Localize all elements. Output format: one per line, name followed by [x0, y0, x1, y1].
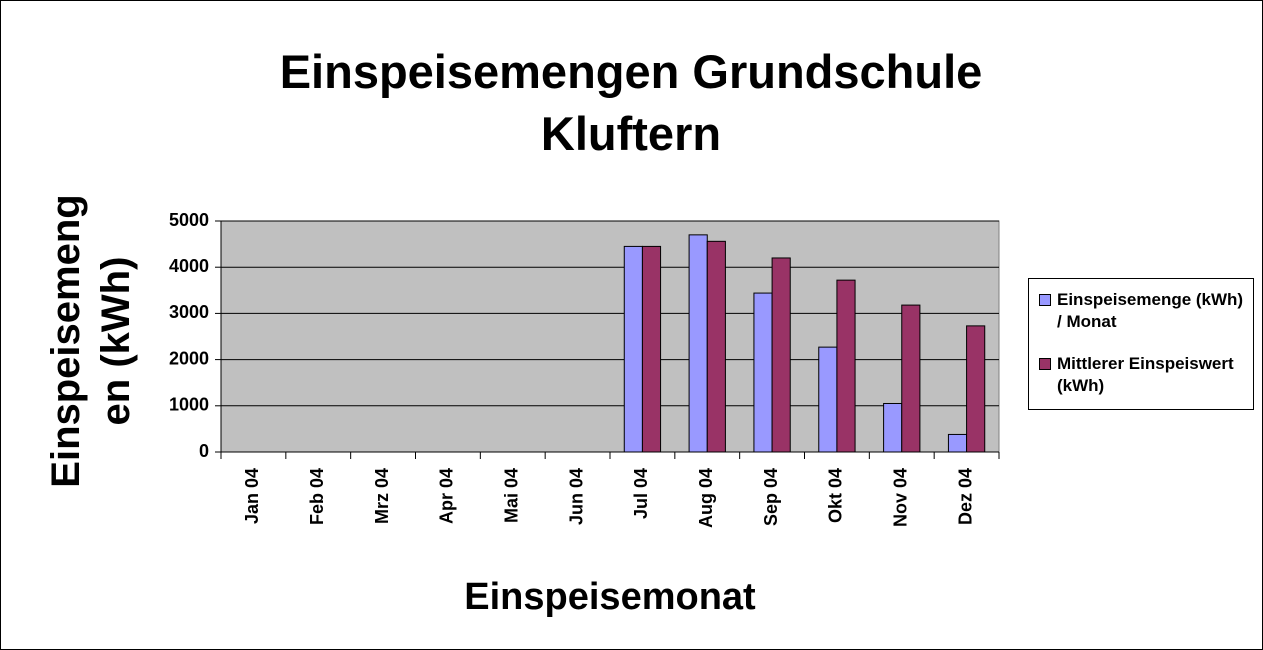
chart-title: Einspeisemengen Grundschule Kluftern	[279, 45, 983, 160]
x-tick-label: Mrz 04	[372, 468, 392, 524]
y-axis-label: Einspeisemengen (kWh)	[44, 194, 138, 488]
bar	[753, 292, 773, 453]
bar	[688, 234, 708, 453]
bar	[706, 240, 726, 453]
bar	[901, 304, 921, 453]
y-tick-label: 5000	[169, 210, 209, 230]
bar	[818, 346, 838, 453]
legend: Einspeisemenge (kWh) / Monat Mittlerer Ei…	[1028, 278, 1254, 410]
x-tick-label: Okt 04	[826, 468, 846, 523]
bar	[947, 433, 968, 453]
bar	[883, 402, 903, 453]
y-tick-label: 3000	[169, 302, 209, 322]
legend-label: Einspeisemenge (kWh) / Monat	[1057, 290, 1244, 331]
x-tick-label: Dez 04	[955, 468, 975, 525]
legend-entry: Einspeisemenge (kWh) / Monat	[1039, 289, 1249, 333]
x-tick-label: Jan 04	[242, 468, 262, 524]
bar	[966, 325, 986, 453]
x-tick-label: Feb 04	[307, 468, 327, 525]
legend-swatch	[1039, 294, 1051, 306]
legend-entry: Mittlerer Einspeiswert (kWh)	[1039, 353, 1249, 397]
y-tick-label: 2000	[169, 348, 209, 368]
x-tick-label: Apr 04	[437, 468, 457, 524]
x-tick-label: Nov 04	[891, 468, 911, 527]
y-tick-label: 4000	[169, 256, 209, 276]
legend-swatch	[1039, 358, 1051, 370]
y-tick-label: 1000	[169, 395, 209, 415]
x-tick-label: Sep 04	[761, 468, 781, 526]
bar	[641, 245, 662, 453]
x-tick-label: Mai 04	[502, 468, 522, 523]
bar	[771, 257, 791, 453]
x-axis-label: Einspeisemonat	[464, 576, 756, 618]
legend-label: Mittlerer Einspeiswert (kWh)	[1057, 354, 1234, 395]
x-tick-label: Jul 04	[631, 468, 651, 519]
x-tick-label: Jun 04	[566, 468, 586, 525]
bar	[623, 245, 643, 453]
bar	[836, 279, 856, 453]
plot-area	[220, 220, 1000, 453]
y-tick-label: 0	[199, 441, 209, 461]
x-tick-label: Aug 04	[696, 468, 716, 528]
